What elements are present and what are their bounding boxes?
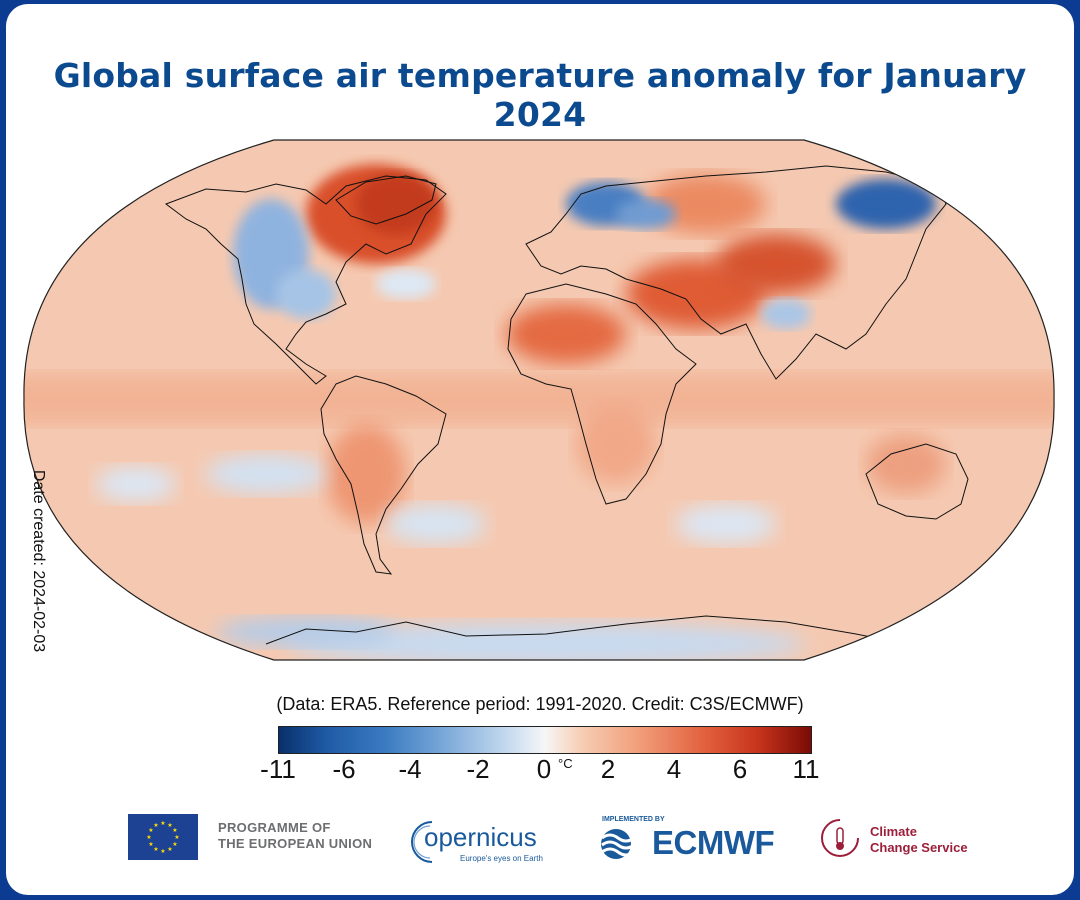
copernicus-c-icon (411, 821, 433, 863)
copernicus-wordmark: opernicus (424, 822, 537, 852)
svg-text:★: ★ (146, 834, 151, 841)
svg-text:★: ★ (167, 822, 172, 829)
ecmwf-wave-icon (601, 829, 635, 859)
colorbar-tick: -11 (260, 754, 296, 784)
coastlines (164, 165, 969, 645)
sahara-warm (506, 304, 626, 364)
north-america-outline (164, 175, 447, 385)
colorbar-unit: °C (558, 756, 573, 771)
ccs-line-2: Change Service (870, 840, 968, 855)
svg-text:★: ★ (172, 841, 177, 848)
implemented-by-label: IMPLEMENTED BY (602, 816, 665, 823)
colorbar-tick: 4 (666, 754, 682, 784)
page-title: Global surface air temperature anomaly f… (53, 56, 1027, 134)
eu-line-1: PROGRAMME OF (218, 820, 331, 835)
data-credit: (Data: ERA5. Reference period: 1991-2020… (276, 694, 804, 714)
antarctic-peninsula-cold (216, 617, 396, 647)
figure-card: Global surface air temperature anomaly f… (6, 4, 1074, 895)
date-created-label: Date created: 2024-02-03 (30, 469, 47, 653)
colorbar-tick: 11 (792, 754, 820, 784)
australia-outline (865, 443, 969, 520)
svg-text:★: ★ (148, 827, 153, 834)
baffin-warm (356, 174, 436, 234)
greenland-outline (335, 175, 437, 225)
us-cold (276, 269, 336, 319)
anomaly-map-svg (23, 139, 1055, 661)
footer-logos: ★ ★ ★ ★ ★ ★ ★ ★ ★ ★ ★ ★ PROGRAMME OF THE EUROPEA… (6, 804, 1074, 884)
world-map (6, 4, 1074, 895)
atlantic-cool (376, 269, 436, 299)
colorbar-tick: -6 (332, 754, 356, 784)
eu-line-2: THE EUROPEAN UNION (218, 836, 373, 851)
thermometer-icon (821, 819, 859, 857)
eu-flag-logo: ★ ★ ★ ★ ★ ★ ★ ★ ★ ★ ★ ★ (128, 814, 198, 860)
colorbar-tick: -2 (466, 754, 490, 784)
ccs-line-1: Climate (870, 824, 917, 839)
svg-text:★: ★ (153, 846, 158, 853)
south-pacific-cool (206, 454, 326, 494)
anomaly-field (23, 140, 1055, 660)
colorbar (278, 726, 812, 754)
tropical-warm-band (23, 374, 1055, 424)
svg-text:★: ★ (172, 827, 177, 834)
colorbar-tick: 2 (600, 754, 616, 784)
ecmwf-wordmark: ECMWF (652, 824, 775, 861)
antarctica-outline (265, 615, 907, 645)
east-pacific-cool (96, 466, 176, 502)
east-siberia-cold (836, 179, 936, 229)
eu-programme-text: PROGRAMME OF THE EUROPEAN UNION (218, 820, 372, 852)
australia-warm (866, 434, 946, 494)
nw-russia-cold (616, 199, 676, 229)
colorbar-tick: -4 (398, 754, 422, 784)
map-border (23, 139, 1055, 661)
central-asia-warm (716, 234, 836, 294)
africa-outline (507, 283, 697, 505)
eurasia-outline (525, 165, 947, 380)
svg-text:★: ★ (160, 848, 165, 855)
svg-text:★: ★ (153, 822, 158, 829)
svg-text:★: ★ (167, 846, 172, 853)
south-america-warm (326, 424, 406, 524)
tibet-cool (761, 299, 811, 329)
south-america-outline (320, 375, 447, 575)
ccs-text: Climate Change Service (870, 824, 968, 856)
indian-ocean-cool (676, 504, 776, 544)
svg-text:★: ★ (174, 834, 179, 841)
antarctica-cold (286, 622, 806, 660)
south-africa-warm (576, 404, 656, 484)
svg-text:★: ★ (160, 820, 165, 827)
colorbar-tick: 0 (536, 754, 552, 784)
south-atlantic-cool (386, 504, 486, 544)
svg-text:★: ★ (148, 841, 153, 848)
siberia-warm (646, 174, 766, 234)
eu-stars-icon: ★ ★★ ★★★ ★★★ ★★★ (146, 820, 179, 855)
colorbar-tick: 6 (732, 754, 748, 784)
copernicus-tagline: Europe's eyes on Earth (460, 854, 543, 863)
